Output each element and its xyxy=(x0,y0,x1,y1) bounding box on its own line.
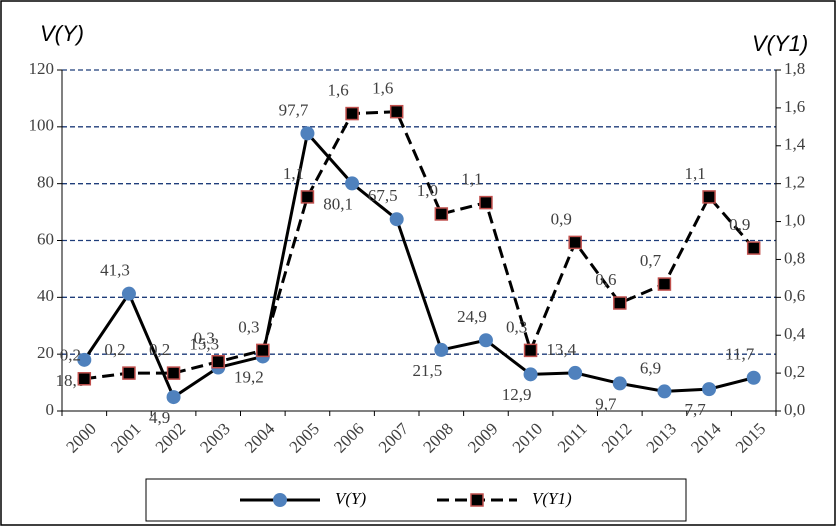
data-label: 41,3 xyxy=(100,261,130,280)
data-label: 0,9 xyxy=(551,209,572,228)
legend-label: V(Y) xyxy=(335,489,367,508)
data-label: 15,3 xyxy=(189,334,219,353)
data-point xyxy=(345,176,360,191)
y-tick-label: 120 xyxy=(29,59,55,78)
data-label: 67,5 xyxy=(368,186,398,205)
data-label: 0,3 xyxy=(238,317,259,336)
data-point xyxy=(523,343,538,358)
data-point xyxy=(523,367,538,382)
data-point xyxy=(389,104,404,119)
data-point xyxy=(434,342,449,357)
data-label: 0,6 xyxy=(595,270,616,289)
data-label: 1,0 xyxy=(417,181,438,200)
data-point xyxy=(345,106,359,121)
data-point xyxy=(389,212,404,227)
data-label: 21,5 xyxy=(412,361,442,380)
data-label: 1,1 xyxy=(684,164,705,183)
data-label: 1,6 xyxy=(372,79,393,98)
legend-marker xyxy=(273,493,287,507)
data-point xyxy=(702,382,717,397)
data-label: 4,9 xyxy=(149,408,170,427)
y2-axis-title: V(Y1) xyxy=(752,31,808,56)
y-tick-label: 20 xyxy=(37,343,54,362)
y2-tick-label: 0,6 xyxy=(784,286,805,305)
data-point xyxy=(613,296,627,310)
data-label: 12,9 xyxy=(502,385,532,404)
y2-tick-label: 0,4 xyxy=(784,324,806,343)
legend-marker xyxy=(470,493,484,507)
data-point xyxy=(77,352,92,367)
data-label: 13,4 xyxy=(546,340,576,359)
data-label: 0,2 xyxy=(104,340,125,359)
y2-tick-label: 1,2 xyxy=(784,173,805,192)
data-point xyxy=(702,190,716,204)
data-point xyxy=(746,241,761,255)
data-label: 0,2 xyxy=(60,346,81,365)
y-axis-title: V(Y) xyxy=(40,21,84,46)
y2-tick-label: 1,8 xyxy=(784,59,805,78)
data-label: 97,7 xyxy=(279,100,309,119)
data-point xyxy=(300,190,315,204)
data-point xyxy=(166,366,181,380)
data-label: 6,9 xyxy=(640,358,661,377)
data-point xyxy=(434,207,449,221)
data-point xyxy=(657,277,672,291)
y-tick-label: 0 xyxy=(46,400,55,419)
y2-tick-label: 1,4 xyxy=(784,135,806,154)
data-point xyxy=(657,384,672,399)
y2-tick-label: 1,0 xyxy=(784,210,805,229)
data-point xyxy=(121,286,136,301)
data-point xyxy=(612,376,627,391)
data-label: 19,2 xyxy=(234,367,264,386)
y-tick-label: 100 xyxy=(29,116,55,135)
data-label: 1,1 xyxy=(461,170,482,189)
data-point xyxy=(479,195,493,210)
data-point xyxy=(166,390,181,405)
data-label: 0,9 xyxy=(729,215,750,234)
data-label: 1,1 xyxy=(283,164,304,183)
data-point xyxy=(77,372,92,386)
y-tick-label: 40 xyxy=(37,286,54,305)
series-line xyxy=(84,110,755,381)
y-tick-label: 80 xyxy=(37,173,54,192)
data-label: 0,7 xyxy=(640,251,662,270)
data-label: 1,6 xyxy=(327,80,348,99)
data-point xyxy=(478,333,493,348)
data-point xyxy=(746,370,761,385)
data-label: 9,7 xyxy=(595,394,617,413)
y2-tick-label: 1,6 xyxy=(784,97,805,116)
data-label: 0,3 xyxy=(506,317,527,336)
y2-tick-label: 0,0 xyxy=(784,400,805,419)
data-label: 80,1 xyxy=(323,194,353,213)
y-tick-label: 60 xyxy=(37,229,54,248)
data-point xyxy=(211,354,225,369)
data-point xyxy=(568,235,582,250)
data-point xyxy=(256,343,270,358)
legend-label: V(Y1) xyxy=(532,489,572,508)
data-point xyxy=(122,366,136,380)
series-line xyxy=(83,130,755,400)
data-label: 0,2 xyxy=(149,340,170,359)
legend-box xyxy=(145,478,687,522)
y2-tick-label: 0,2 xyxy=(784,362,805,381)
data-point xyxy=(300,126,315,141)
data-label: 7,7 xyxy=(684,400,706,419)
data-label: 0,3 xyxy=(194,329,215,348)
data-label: 11,7 xyxy=(725,345,755,364)
data-point xyxy=(568,365,583,380)
data-label: 24,9 xyxy=(457,307,487,326)
y2-tick-label: 0,8 xyxy=(784,248,805,267)
